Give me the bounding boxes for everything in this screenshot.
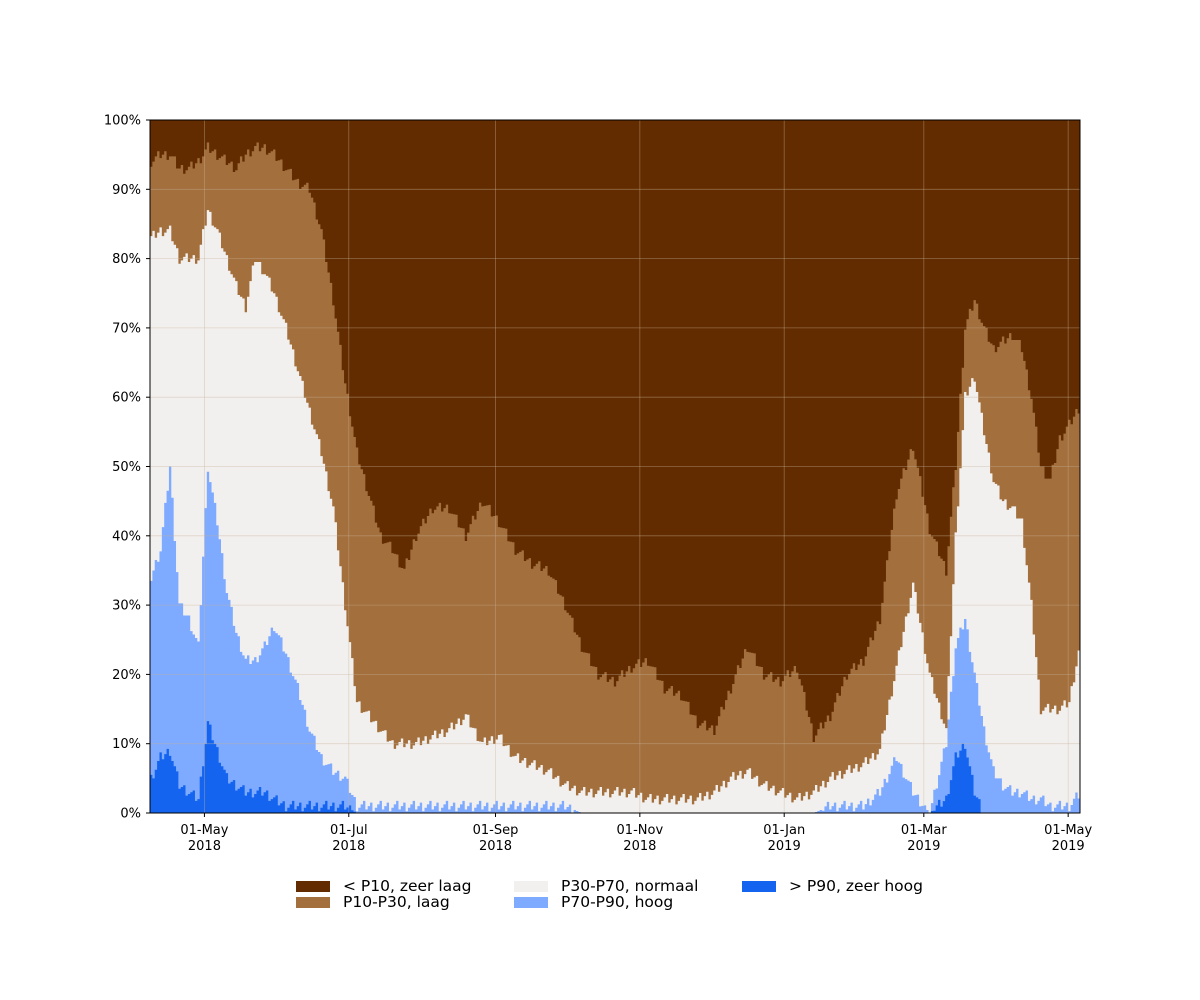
- legend-item-hoog: P70-P90, hoog: [508, 893, 736, 911]
- y-tick-label: 50%: [112, 460, 141, 475]
- x-tick-year-label: 2019: [1052, 839, 1085, 854]
- x-tick-year-label: 2019: [907, 839, 940, 854]
- legend-item-normaal: P30-P70, normaal: [508, 877, 736, 895]
- x-tick-year-label: 2018: [479, 839, 512, 854]
- legend-item-zeer-laag: < P10, zeer laag: [290, 877, 508, 895]
- area-laag: [150, 142, 1080, 813]
- legend-swatch-hoog: [514, 896, 548, 908]
- x-tick-year-label: 2019: [768, 839, 801, 854]
- x-tick-label: 01-May: [180, 823, 228, 838]
- x-tick-label: 01-Mar: [901, 823, 947, 838]
- legend-label-laag: P10-P30, laag: [343, 893, 450, 911]
- y-tick-label: 70%: [112, 321, 141, 336]
- legend-swatch-zeer-hoog: [742, 880, 776, 892]
- y-tick-label: 30%: [112, 599, 141, 614]
- y-axis: 0% 10% 20% 30% 40% 50% 60% 70% 80% 90% 100%: [104, 114, 150, 822]
- y-tick-label: 0%: [120, 807, 141, 822]
- legend-label-zeer-laag: < P10, zeer laag: [343, 877, 472, 895]
- x-tick-label: 01-Nov: [617, 823, 664, 838]
- legend-swatch-normaal: [514, 880, 548, 892]
- legend-label-zeer-hoog: > P90, zeer hoog: [789, 877, 923, 895]
- x-tick-label: 01-Sep: [473, 823, 519, 838]
- y-tick-label: 100%: [104, 114, 141, 129]
- x-axis: 01-May201801-Jul201801-Sep201801-Nov2018…: [180, 813, 1093, 854]
- legend-label-normaal: P30-P70, normaal: [561, 877, 699, 895]
- legend-item-laag: P10-P30, laag: [290, 893, 508, 911]
- x-tick-label: 01-May: [1044, 823, 1092, 838]
- x-tick-year-label: 2018: [332, 839, 365, 854]
- x-tick-label: 01-Jul: [330, 823, 368, 838]
- area-zeer-hoog: [150, 721, 1080, 813]
- legend-item-zeer-hoog: > P90, zeer hoog: [736, 877, 956, 895]
- legend: < P10, zeer laag P30-P70, normaal > P90,…: [290, 877, 956, 911]
- y-tick-label: 40%: [112, 529, 141, 544]
- y-tick-label: 90%: [112, 183, 141, 198]
- y-tick-label: 60%: [112, 391, 141, 406]
- legend-label-hoog: P70-P90, hoog: [561, 893, 674, 911]
- area-hoog: [150, 466, 1080, 813]
- y-tick-label: 80%: [112, 252, 141, 267]
- x-tick-year-label: 2018: [188, 839, 221, 854]
- legend-swatch-zeer-laag: [296, 880, 330, 892]
- plot-area: [150, 120, 1080, 814]
- y-tick-label: 10%: [112, 737, 141, 752]
- x-tick-label: 01-Jan: [763, 823, 805, 838]
- legend-swatch-laag: [296, 896, 330, 908]
- x-tick-year-label: 2018: [623, 839, 656, 854]
- y-tick-label: 20%: [112, 668, 141, 683]
